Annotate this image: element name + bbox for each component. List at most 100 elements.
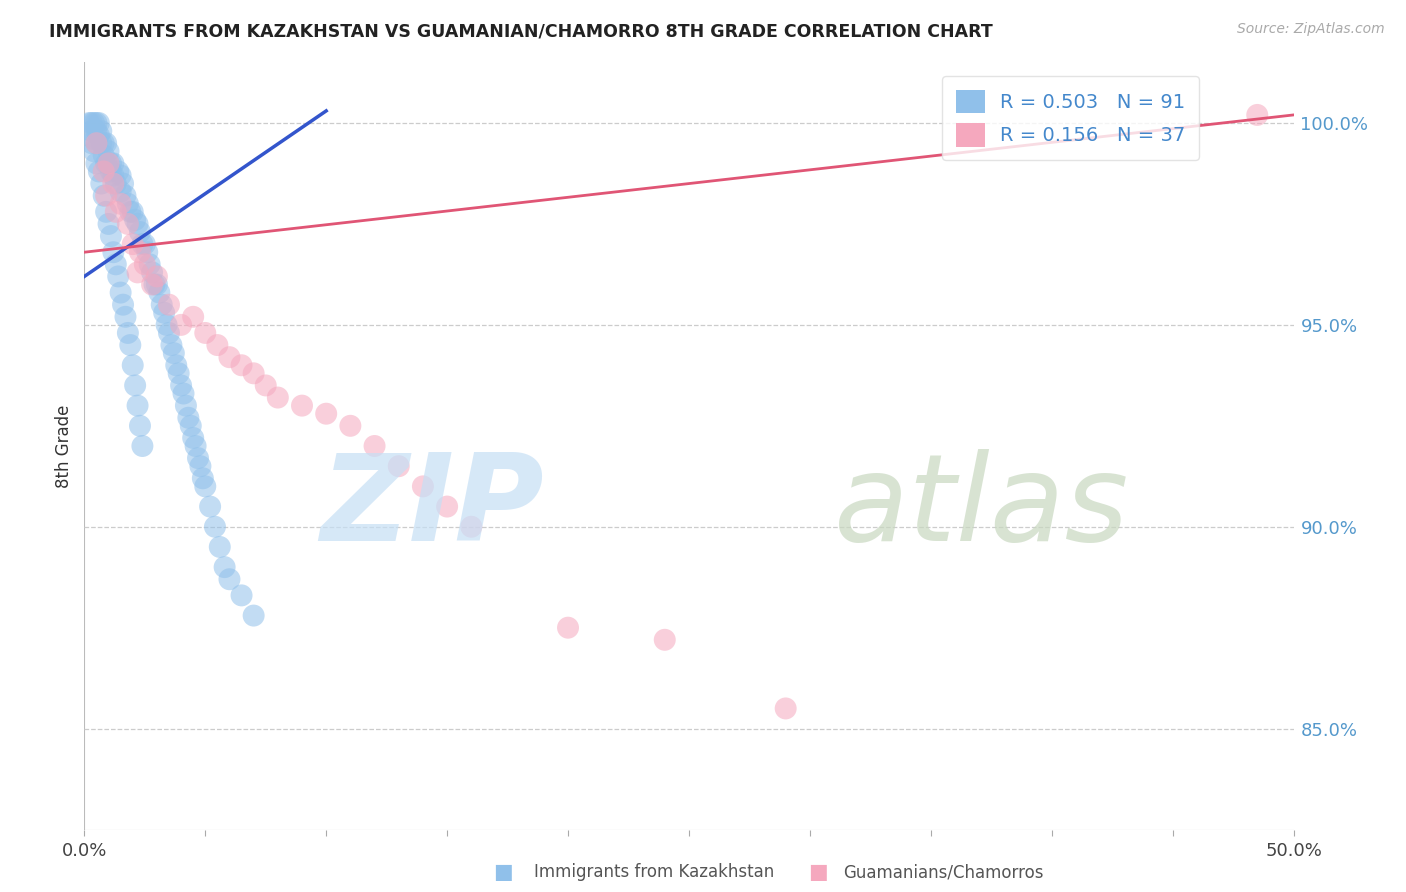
Point bbox=[90, 124, 112, 138]
Point bbox=[94, 188, 117, 202]
Point bbox=[121, 237, 143, 252]
Point bbox=[141, 265, 163, 279]
Point bbox=[121, 204, 143, 219]
Y-axis label: 8th Grade: 8th Grade bbox=[55, 404, 73, 488]
Point bbox=[207, 338, 229, 352]
Point bbox=[127, 399, 149, 413]
Point bbox=[86, 156, 108, 170]
Point bbox=[170, 318, 193, 332]
Point bbox=[87, 128, 110, 142]
Point bbox=[163, 346, 186, 360]
Point bbox=[170, 378, 193, 392]
Point bbox=[160, 338, 183, 352]
Point bbox=[87, 164, 110, 178]
Point bbox=[110, 196, 132, 211]
Point bbox=[100, 164, 122, 178]
Point bbox=[103, 169, 125, 183]
Point bbox=[80, 136, 103, 151]
Point bbox=[187, 451, 209, 466]
Point bbox=[90, 177, 112, 191]
Point bbox=[93, 148, 115, 162]
Point bbox=[93, 136, 115, 151]
Text: Guamanians/Chamorros: Guamanians/Chamorros bbox=[844, 863, 1045, 881]
Point bbox=[654, 632, 676, 647]
Point bbox=[97, 145, 120, 159]
Text: IMMIGRANTS FROM KAZAKHSTAN VS GUAMANIAN/CHAMORRO 8TH GRADE CORRELATION CHART: IMMIGRANTS FROM KAZAKHSTAN VS GUAMANIAN/… bbox=[49, 22, 993, 40]
Point bbox=[174, 399, 197, 413]
Point bbox=[93, 164, 115, 178]
Point bbox=[86, 136, 108, 151]
Point bbox=[97, 156, 120, 170]
Point bbox=[121, 358, 143, 372]
Point bbox=[173, 386, 195, 401]
Point bbox=[194, 326, 217, 340]
Point bbox=[242, 367, 264, 381]
Legend: R = 0.503   N = 91, R = 0.156   N = 37: R = 0.503 N = 91, R = 0.156 N = 37 bbox=[942, 76, 1199, 161]
Point bbox=[315, 407, 337, 421]
Point bbox=[127, 217, 149, 231]
Point bbox=[157, 298, 180, 312]
Point bbox=[83, 145, 105, 159]
Point bbox=[231, 588, 253, 602]
Point bbox=[131, 237, 153, 252]
Point bbox=[155, 318, 177, 332]
Point bbox=[100, 156, 122, 170]
Point bbox=[129, 245, 152, 260]
Point bbox=[136, 245, 159, 260]
Point bbox=[86, 124, 108, 138]
Point bbox=[93, 188, 115, 202]
Text: ZIP: ZIP bbox=[321, 449, 544, 566]
Point bbox=[114, 310, 136, 324]
Point bbox=[80, 116, 103, 130]
Text: Immigrants from Kazakhstan: Immigrants from Kazakhstan bbox=[534, 863, 775, 881]
Point bbox=[138, 257, 160, 271]
Point bbox=[267, 391, 290, 405]
Point bbox=[143, 277, 166, 292]
Point bbox=[134, 257, 156, 271]
Point bbox=[107, 269, 129, 284]
Point bbox=[339, 418, 361, 433]
Point bbox=[231, 358, 253, 372]
Point bbox=[146, 269, 169, 284]
Point bbox=[412, 479, 434, 493]
Point bbox=[86, 116, 108, 130]
Point bbox=[104, 177, 127, 191]
Point bbox=[83, 132, 105, 146]
Point bbox=[184, 439, 207, 453]
Point bbox=[194, 479, 217, 493]
Point bbox=[87, 116, 110, 130]
Point bbox=[110, 169, 132, 183]
Point bbox=[120, 204, 142, 219]
Point bbox=[131, 439, 153, 453]
Point bbox=[112, 177, 135, 191]
Point bbox=[242, 608, 264, 623]
Point bbox=[146, 277, 169, 292]
Point bbox=[94, 136, 117, 151]
Text: atlas: atlas bbox=[834, 449, 1129, 566]
Text: Source: ZipAtlas.com: Source: ZipAtlas.com bbox=[1237, 22, 1385, 37]
Point bbox=[198, 500, 221, 514]
Point bbox=[157, 326, 180, 340]
Point bbox=[77, 116, 100, 130]
Point bbox=[291, 399, 314, 413]
Point bbox=[181, 310, 204, 324]
Point bbox=[218, 350, 240, 364]
Point bbox=[190, 459, 212, 474]
Point bbox=[460, 520, 482, 534]
Point bbox=[436, 500, 458, 514]
Point bbox=[107, 164, 129, 178]
Text: ■: ■ bbox=[494, 863, 513, 882]
Text: ■: ■ bbox=[808, 863, 828, 882]
Point bbox=[180, 418, 202, 433]
Point bbox=[97, 217, 120, 231]
Point bbox=[110, 185, 132, 199]
Point bbox=[191, 471, 214, 485]
Point bbox=[254, 378, 277, 392]
Point bbox=[150, 298, 173, 312]
Point bbox=[127, 265, 149, 279]
Point bbox=[218, 572, 240, 586]
Point bbox=[117, 196, 139, 211]
Point bbox=[94, 204, 117, 219]
Point bbox=[104, 257, 127, 271]
Point bbox=[86, 136, 108, 151]
